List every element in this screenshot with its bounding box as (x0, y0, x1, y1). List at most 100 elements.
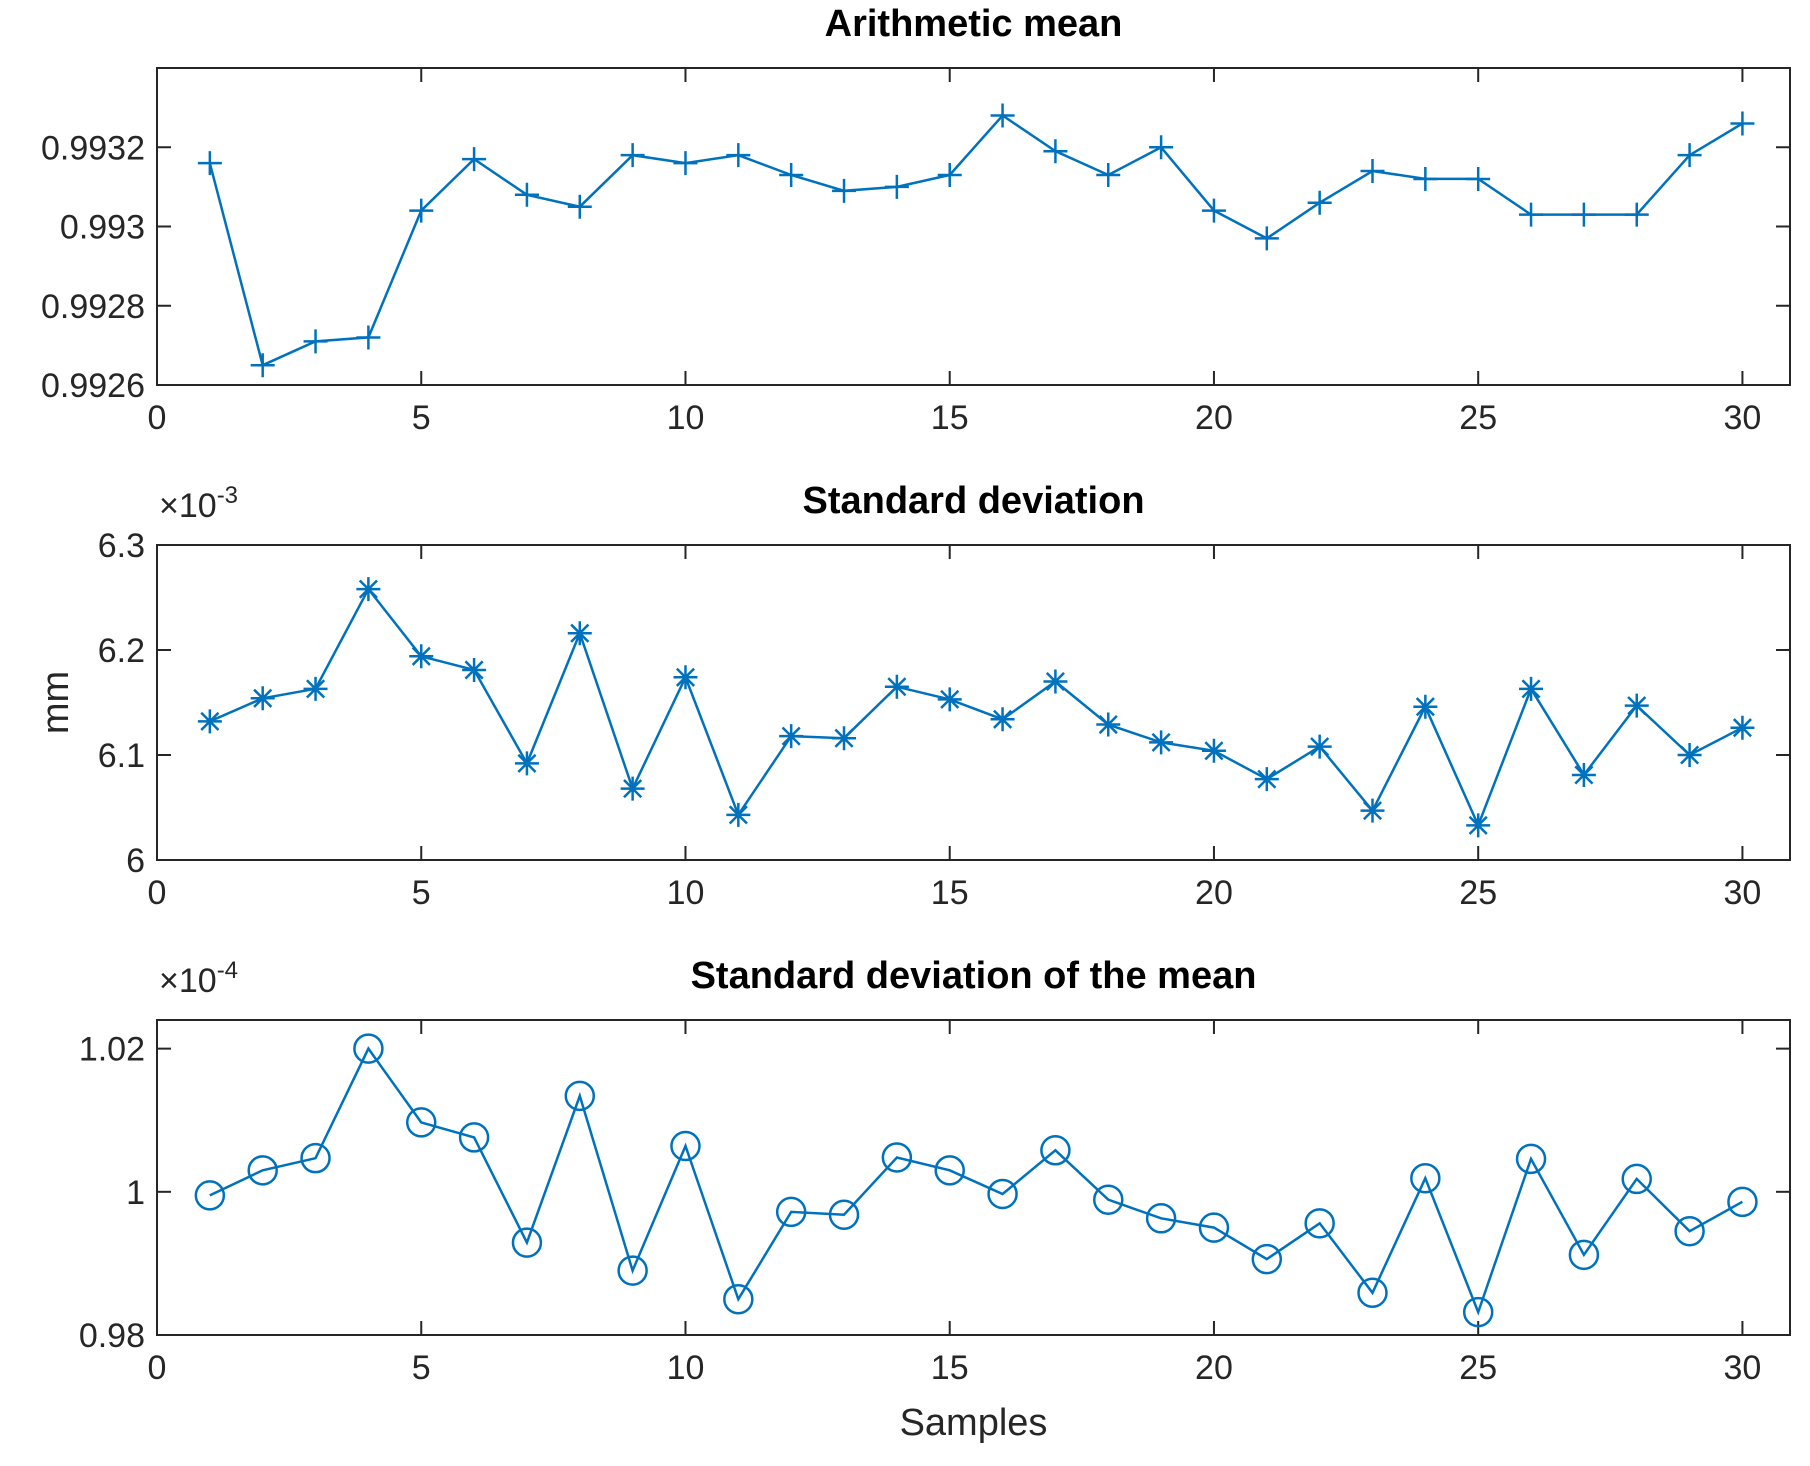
chart3-point (353, 1033, 384, 1064)
chart3-point (723, 1283, 754, 1315)
chart3-point (1462, 1296, 1494, 1328)
chart2-point (409, 644, 434, 669)
chart3-point (775, 1196, 807, 1228)
chart2-point (1571, 762, 1596, 787)
chart2-point (1730, 715, 1755, 740)
chart2-point (884, 674, 909, 699)
chart1-point (1201, 198, 1226, 223)
chart3-series-line (209, 1046, 1744, 1316)
chart2-ylabel: mm (35, 671, 77, 734)
chart1-point (409, 198, 434, 223)
chart1-point (250, 353, 275, 378)
chart3-exponent-label: ×10-4 (159, 957, 238, 1000)
chart2-xtick-label: 5 (412, 874, 431, 912)
chart2-point (1624, 693, 1649, 718)
chart1-point (462, 147, 487, 172)
chart1-point (726, 143, 751, 168)
chart3-point (194, 1180, 226, 1211)
chart1-point (303, 329, 328, 354)
chart2-point (197, 709, 222, 734)
chart3-point (1727, 1186, 1758, 1218)
chart2-point (1201, 738, 1226, 763)
chart3-axes-box (156, 1019, 1791, 1336)
chart3-point (511, 1227, 543, 1258)
chart1-series-line (208, 113, 1744, 367)
chart3-title: Standard deviation of the mean (691, 955, 1257, 997)
chart1-xtick-label: 25 (1459, 399, 1497, 437)
chart1-point (1360, 159, 1385, 184)
chart2-xtick-label: 15 (931, 874, 969, 912)
chart3-point (1304, 1208, 1335, 1239)
chart1-ytick-label: 0.9926 (41, 367, 145, 405)
chart1-xtick-label: 15 (931, 399, 969, 437)
chart1-point (1413, 166, 1438, 191)
chart1-point (937, 162, 962, 187)
chart2-ytick-label: 6.1 (98, 737, 145, 775)
chart3-xtick-label: 10 (667, 1349, 705, 1387)
chart3-xtick-label: 20 (1195, 1349, 1233, 1387)
chart3-point (1515, 1143, 1547, 1175)
chart1-ytick-label: 0.9928 (41, 288, 145, 326)
chart2-point (1360, 798, 1385, 823)
chart2-point (1519, 676, 1544, 701)
chart1-point (1730, 111, 1755, 136)
chart2-ytick-label: 6.3 (98, 527, 145, 565)
chart3-point (1251, 1243, 1283, 1275)
chart1-point (779, 162, 804, 187)
chart2-group: 0 5 10 15 20 25 30 6 6.1 6.2 6.3 Standard deviation… (35, 480, 1791, 912)
chart1-xtick-label: 5 (412, 399, 431, 437)
chart1-group: 0 5 10 15 20 25 30 0.9926 0.9928 0.993 0.9932 Arith… (41, 3, 1791, 437)
chart3-point (1568, 1239, 1600, 1271)
chart2-ytick-label: 6.2 (98, 632, 145, 670)
chart3-point (987, 1178, 1018, 1210)
chart1-point (1571, 202, 1596, 227)
chart2-point (1466, 813, 1491, 838)
chart2-ytick-label: 6 (126, 842, 145, 880)
chart3-xtick-label: 15 (931, 1349, 969, 1387)
chart2-point (726, 802, 751, 827)
chart3-point (934, 1155, 965, 1186)
chart2-point (1149, 730, 1174, 755)
chart1-xtick-label: 30 (1724, 399, 1762, 437)
chart1-ytick-label: 0.993 (60, 209, 145, 247)
chart2-point (620, 776, 645, 801)
chart3-point (247, 1155, 278, 1186)
chart2-point (462, 657, 487, 682)
chart2-point (937, 687, 962, 712)
chart1-xtick-label: 20 (1195, 399, 1233, 437)
chart2-point (303, 676, 328, 701)
chart1-xtick-label: 0 (148, 399, 167, 437)
chart3-point (1145, 1203, 1177, 1234)
chart3-point (1674, 1215, 1705, 1247)
chart2-point (673, 665, 698, 690)
chart1-point (1043, 139, 1068, 164)
chart3-xtick-label: 25 (1459, 1349, 1497, 1387)
chart1-point (356, 325, 381, 350)
chart1-ytick-label: 0.9932 (41, 129, 145, 167)
chart3-point (1198, 1212, 1230, 1243)
chart2-point (1096, 712, 1121, 737)
chart3-point (617, 1255, 648, 1286)
chart3-point (828, 1199, 860, 1230)
chart3-point (458, 1122, 490, 1153)
chart2-point (356, 577, 381, 602)
chart2-point (514, 751, 539, 776)
chart2-xtick-label: 0 (148, 874, 167, 912)
chart1-point (197, 151, 222, 176)
chart2-point (1254, 767, 1279, 792)
chart3-point (405, 1107, 437, 1138)
chart2-axes-box (156, 544, 1791, 861)
chart1-point (1519, 202, 1544, 227)
chart1-point (832, 178, 857, 203)
chart1-point (673, 151, 698, 176)
chart3-point (1093, 1184, 1124, 1215)
chart2-xtick-label: 25 (1459, 874, 1497, 912)
chart2-exponent-label: ×10-3 (159, 482, 238, 525)
chart1-point (567, 194, 592, 219)
chart3-xtick-label: 5 (412, 1349, 431, 1387)
chart2-xtick-label: 20 (1195, 874, 1233, 912)
chart2-point (1307, 734, 1332, 759)
chart2-point (567, 621, 592, 646)
chart1-point (1254, 226, 1279, 251)
chart1-point (1149, 135, 1174, 160)
